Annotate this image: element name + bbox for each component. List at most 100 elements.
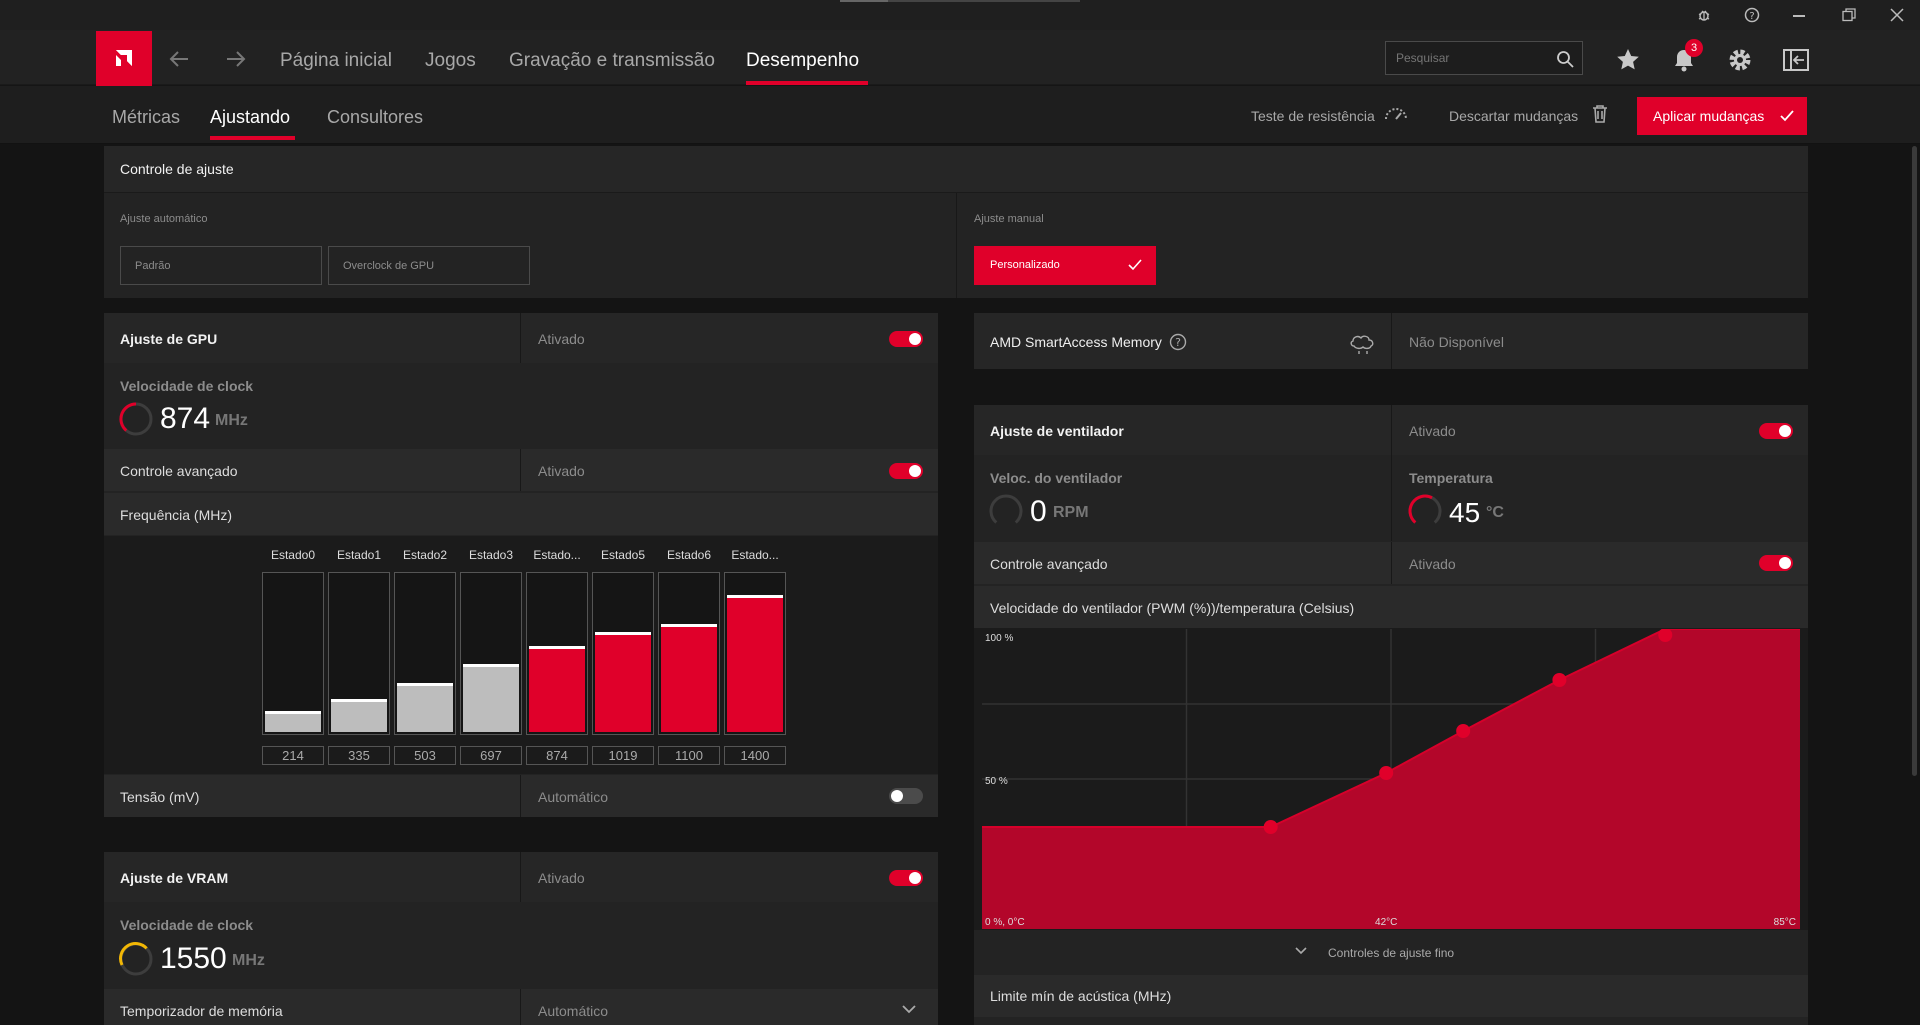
gpu-state-value[interactable]: 1100 xyxy=(658,746,720,765)
fine-tune-row[interactable] xyxy=(974,931,1808,973)
gpu-state-bar-handle[interactable] xyxy=(727,595,783,598)
gpu-state-bar[interactable] xyxy=(526,572,588,735)
preset-gpu-overclock-button[interactable]: Overclock de GPU xyxy=(328,246,530,285)
nav-performance[interactable]: Desempenho xyxy=(746,50,860,71)
gpu-state-bar-handle[interactable] xyxy=(265,711,321,714)
fan-curve-point[interactable] xyxy=(1552,673,1567,687)
gpu-state-bar[interactable] xyxy=(658,572,720,735)
stress-test-gauge-icon[interactable] xyxy=(1383,104,1409,122)
scrollbar-thumb[interactable] xyxy=(1912,146,1917,776)
gpu-state-bar-handle[interactable] xyxy=(661,624,717,627)
chevron-down-icon[interactable] xyxy=(1294,946,1308,956)
fan-curve-chart[interactable]: 100 % 50 % 0 %, 0°C 42°C 85°C xyxy=(982,629,1802,929)
gpu-state-bar[interactable] xyxy=(262,572,324,735)
minimize-icon[interactable] xyxy=(1793,15,1805,17)
gpu-voltage-status: Automático xyxy=(538,789,609,805)
gpu-state-value[interactable]: 874 xyxy=(526,746,588,765)
auto-tuning-label: Ajuste automático xyxy=(120,213,208,225)
trash-icon[interactable] xyxy=(1591,104,1609,124)
gpu-state-bar-handle[interactable] xyxy=(463,664,519,667)
vram-tuning-status: Ativado xyxy=(538,870,585,886)
gpu-state-bar-fill[interactable] xyxy=(265,711,321,732)
help-icon[interactable]: ? xyxy=(1744,7,1760,23)
gpu-state-value[interactable]: 335 xyxy=(328,746,390,765)
acoustic-limit-label: Limite mín de acústica (MHz) xyxy=(990,988,1172,1004)
gpu-state-bar-handle[interactable] xyxy=(529,646,585,649)
favorites-star-icon[interactable] xyxy=(1616,48,1640,71)
gpu-frequency-label: Frequência (MHz) xyxy=(120,507,233,523)
forward-arrow-icon[interactable] xyxy=(225,49,247,69)
gpu-state-bar-handle[interactable] xyxy=(595,632,651,635)
discard-changes-button[interactable]: Descartar mudanças xyxy=(1449,108,1579,124)
amd-logo[interactable] xyxy=(96,31,152,86)
preset-default-button[interactable]: Padrão xyxy=(120,246,322,285)
y-tick-label-top: 100 % xyxy=(985,633,1013,644)
memory-timing-value[interactable]: Automático xyxy=(538,1003,609,1019)
gpu-voltage-label: Tensão (mV) xyxy=(120,789,200,805)
tuning-control-panel: Controle de ajuste Ajuste automático Pad… xyxy=(104,146,1808,298)
gpu-state-bar-fill[interactable] xyxy=(727,595,783,732)
fan-advanced-label: Controle avançado xyxy=(990,556,1108,572)
gpu-state-bar-fill[interactable] xyxy=(661,624,717,732)
gpu-state-bar-handle[interactable] xyxy=(397,683,453,686)
gpu-state-bar-fill[interactable] xyxy=(397,683,453,732)
help-icon[interactable]: ? xyxy=(1169,333,1187,351)
fan-curve-point[interactable] xyxy=(1379,766,1394,780)
gpu-advanced-toggle[interactable] xyxy=(889,463,923,479)
tab-advisors[interactable]: Consultores xyxy=(327,107,424,127)
preset-custom-button[interactable]: Personalizado xyxy=(974,246,1156,285)
gpu-advanced-status: Ativado xyxy=(538,463,585,479)
fan-curve-point[interactable] xyxy=(1456,724,1471,738)
gpu-state-bar[interactable] xyxy=(394,572,456,735)
gpu-tuning-status: Ativado xyxy=(538,331,585,347)
gpu-tuning-toggle[interactable] xyxy=(889,331,923,347)
vram-tuning-toggle[interactable] xyxy=(889,870,923,886)
gpu-state-bar-fill[interactable] xyxy=(463,664,519,732)
gpu-state-label: Estado... xyxy=(731,548,779,562)
gpu-state-bar[interactable] xyxy=(328,572,390,735)
stress-test-button[interactable]: Teste de resistência xyxy=(1251,108,1375,124)
restore-icon[interactable] xyxy=(1842,8,1856,22)
nav-recording[interactable]: Gravação e transmissão xyxy=(509,50,715,71)
fine-tune-button[interactable]: Controles de ajuste fino xyxy=(1328,946,1455,960)
tuning-control-header xyxy=(104,146,1808,193)
bug-report-icon[interactable] xyxy=(1696,7,1712,23)
apply-changes-button[interactable]: Aplicar mudanças xyxy=(1637,97,1807,135)
fan-tuning-toggle[interactable] xyxy=(1759,423,1793,439)
gpu-state-value[interactable]: 214 xyxy=(262,746,324,765)
back-arrow-icon[interactable] xyxy=(168,49,190,69)
gpu-state-value[interactable]: 1400 xyxy=(724,746,786,765)
nav-home[interactable]: Página inicial xyxy=(280,50,392,71)
fan-curve-point[interactable] xyxy=(1658,629,1673,642)
gpu-state-bar-fill[interactable] xyxy=(331,699,387,732)
close-icon[interactable] xyxy=(1890,8,1904,22)
gpu-state-bar-fill[interactable] xyxy=(529,646,585,732)
gpu-state-bar[interactable] xyxy=(592,572,654,735)
gpu-state-bar-fill[interactable] xyxy=(595,632,651,732)
fan-advanced-toggle[interactable] xyxy=(1759,555,1793,571)
search-icon[interactable] xyxy=(1556,50,1574,68)
checkmark-icon xyxy=(1780,110,1794,122)
tab-metrics[interactable]: Métricas xyxy=(112,107,181,127)
nav-games[interactable]: Jogos xyxy=(425,50,476,71)
exit-panel-icon[interactable] xyxy=(1783,49,1809,71)
search-input[interactable] xyxy=(1396,49,1546,67)
gpu-voltage-toggle[interactable] xyxy=(889,788,923,804)
gpu-state-value[interactable]: 1019 xyxy=(592,746,654,765)
gpu-state-bar-handle[interactable] xyxy=(331,699,387,702)
fan-curve-point[interactable] xyxy=(1263,820,1278,834)
gpu-tuning-header xyxy=(104,313,938,363)
gpu-state-bar[interactable] xyxy=(460,572,522,735)
settings-gear-icon[interactable] xyxy=(1727,47,1753,73)
search-box[interactable] xyxy=(1385,41,1583,75)
gpu-state-value[interactable]: 697 xyxy=(460,746,522,765)
chevron-down-icon[interactable] xyxy=(901,1004,917,1014)
gpu-state-bar[interactable] xyxy=(724,572,786,735)
top-navigation xyxy=(0,30,1920,85)
gpu-state-value[interactable]: 503 xyxy=(394,746,456,765)
tab-tuning[interactable]: Ajustando xyxy=(210,107,291,127)
memory-timing-row[interactable] xyxy=(104,989,938,1025)
gpu-clock-value: 874 xyxy=(160,402,211,435)
title-bar: ? xyxy=(0,0,1920,30)
y-tick-label-mid: 50 % xyxy=(985,776,1008,787)
